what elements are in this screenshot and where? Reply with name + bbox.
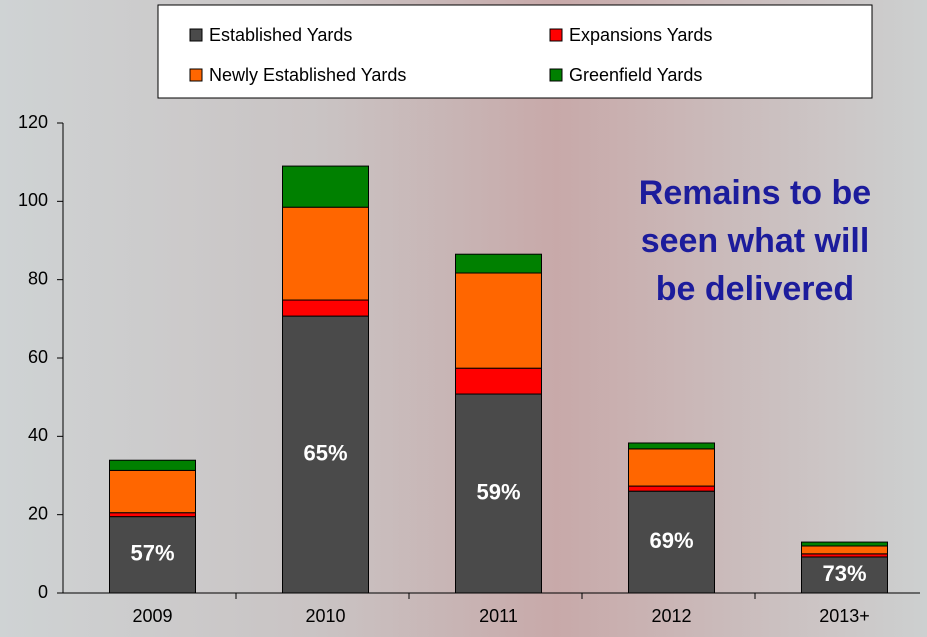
- page: 0 20 40 60 80 100 120 2009 57% 2010 65% 2011 59% 2012…: [0, 0, 927, 637]
- bar-segment: [110, 513, 196, 517]
- bar-segment: [802, 546, 888, 554]
- bar-segment: [110, 470, 196, 512]
- y-tick-label: 0: [38, 582, 48, 602]
- share-label: 59%: [476, 479, 520, 504]
- bar-segment: [629, 443, 715, 449]
- legend-label: Newly Established Yards: [209, 65, 406, 85]
- annotation: seen what will: [641, 222, 870, 260]
- share-label: 57%: [130, 541, 174, 566]
- chart: 0 20 40 60 80 100 120 2009 57% 2010 65% 2011 59% 2012…: [0, 0, 927, 637]
- legend-label: Expansions Yards: [569, 25, 712, 45]
- x-tick-label: 2013+: [819, 606, 870, 626]
- y-tick-label: 120: [18, 112, 48, 132]
- bar-segment: [456, 273, 542, 368]
- bar-segment: [802, 542, 888, 546]
- legend-label: Greenfield Yards: [569, 65, 702, 85]
- x-tick-label: 2011: [479, 606, 518, 626]
- legend-swatch: [550, 29, 562, 41]
- x-tick-label: 2012: [651, 606, 691, 626]
- bar-segment: [629, 449, 715, 486]
- y-tick-label: 100: [18, 190, 48, 210]
- share-label: 65%: [303, 440, 347, 465]
- annotation: be delivered: [656, 270, 854, 308]
- legend-label: Established Yards: [209, 25, 352, 45]
- bar-segment: [283, 300, 369, 316]
- bar-segment: [456, 368, 542, 394]
- bar-segment: [629, 486, 715, 491]
- x-tick-label: 2009: [132, 606, 172, 626]
- bar-segment: [283, 207, 369, 300]
- y-tick-label: 80: [28, 268, 48, 288]
- y-tick-label: 60: [28, 347, 48, 367]
- legend-swatch: [190, 69, 202, 81]
- y-tick-label: 20: [28, 503, 48, 523]
- share-label: 73%: [822, 561, 866, 586]
- share-label: 69%: [649, 528, 693, 553]
- x-tick-label: 2010: [305, 606, 345, 626]
- bar-segment: [283, 166, 369, 207]
- bar-segment: [456, 254, 542, 273]
- bar-segment: [110, 460, 196, 470]
- annotation: Remains to be: [639, 174, 871, 212]
- legend-swatch: [190, 29, 202, 41]
- legend-swatch: [550, 69, 562, 81]
- y-tick-label: 40: [28, 425, 48, 445]
